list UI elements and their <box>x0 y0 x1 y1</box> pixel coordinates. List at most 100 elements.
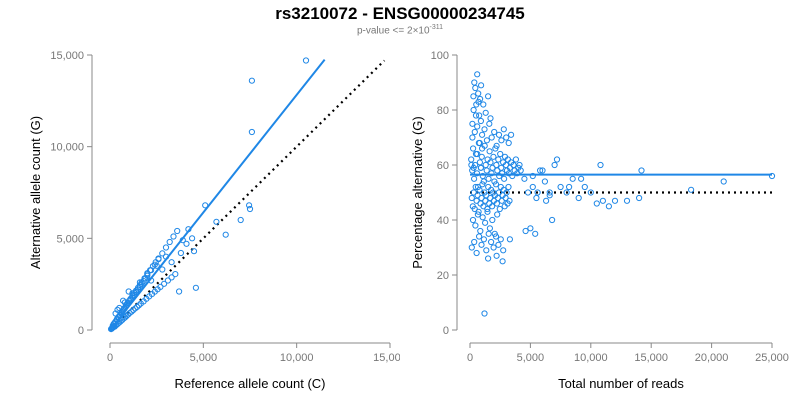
data-point <box>114 306 121 313</box>
data-point <box>174 227 181 235</box>
data-point <box>476 159 484 166</box>
data-point <box>720 178 727 185</box>
data-point <box>477 227 484 235</box>
data-point <box>482 109 489 116</box>
scatter-plot-percentage-alternative: 0 5,000 10,000 15,000 20,000 25,000 0 20 40 60 80 1… <box>410 50 789 391</box>
data-point <box>159 250 166 257</box>
x-tick-label: 0 <box>467 352 473 364</box>
data-point <box>476 112 483 119</box>
data-point <box>512 156 520 163</box>
data-point <box>546 192 553 199</box>
data-point <box>557 183 564 191</box>
data-point <box>183 240 190 247</box>
data-point <box>529 183 536 191</box>
x-tick-label: 15,000 <box>634 352 668 364</box>
data-point <box>534 189 541 196</box>
data-point <box>487 159 494 166</box>
subtitle-exponent: -311 <box>429 24 444 31</box>
data-point <box>524 189 532 196</box>
data-point <box>587 189 594 196</box>
data-point <box>503 189 510 196</box>
data-point <box>500 247 507 254</box>
data-point <box>483 137 491 144</box>
data-point <box>498 137 505 144</box>
data-point <box>481 126 488 133</box>
scatter-plot-allele-counts: 0 5,000 10,000 15,000 0 5,000 10,000 15,000 Refe… <box>28 50 400 391</box>
data-point <box>128 308 135 315</box>
x-tick-label: 0 <box>107 352 113 364</box>
data-point <box>483 247 490 254</box>
data-point <box>553 156 561 163</box>
data-point <box>551 161 558 169</box>
x-tick-label: 15,000 <box>373 352 400 364</box>
data-point <box>166 238 173 246</box>
data-point <box>495 131 503 138</box>
data-point <box>481 310 488 317</box>
data-point <box>470 106 477 114</box>
data-point <box>578 175 585 182</box>
data-point <box>501 175 508 182</box>
data-point <box>569 175 576 182</box>
data-point <box>508 131 515 138</box>
data-point <box>485 175 492 182</box>
y-tick-label: 5,000 <box>56 233 84 245</box>
data-point <box>485 230 492 237</box>
data-point <box>527 225 534 232</box>
data-point <box>543 197 550 204</box>
data-point <box>497 236 504 243</box>
data-point <box>121 299 129 306</box>
data-point <box>484 205 491 213</box>
data-point <box>213 218 220 225</box>
data-point <box>248 128 255 136</box>
data-point <box>144 272 151 279</box>
data-point <box>248 77 255 84</box>
reference-line <box>109 59 386 331</box>
y-tick-label: 60 <box>437 160 449 172</box>
data-point <box>109 324 116 331</box>
data-point <box>483 167 490 174</box>
data-point <box>506 236 514 243</box>
data-point <box>116 304 123 312</box>
data-point <box>636 194 643 202</box>
data-point <box>500 126 507 133</box>
data-point <box>480 236 488 243</box>
data-point <box>168 259 175 266</box>
data-point <box>162 244 170 251</box>
chart-title: rs3210072 - ENSG00000234745 <box>275 4 525 23</box>
data-point <box>575 194 582 202</box>
data-point <box>488 134 495 141</box>
data-point <box>246 205 254 213</box>
data-point <box>566 183 573 191</box>
data-point <box>474 150 481 158</box>
data-point <box>476 139 483 147</box>
data-point <box>495 241 502 248</box>
data-point <box>164 277 171 284</box>
data-point <box>539 167 546 174</box>
data-point <box>129 290 136 297</box>
data-point <box>470 145 477 152</box>
data-point <box>176 288 183 295</box>
y-tick-label: 0 <box>443 325 449 337</box>
data-point <box>470 164 477 171</box>
data-point <box>476 186 483 193</box>
data-point <box>477 95 484 103</box>
data-point <box>471 238 478 246</box>
data-point <box>155 256 162 263</box>
data-point <box>168 274 175 281</box>
data-point <box>134 303 141 310</box>
data-point <box>471 128 478 136</box>
data-point <box>509 172 516 180</box>
data-point <box>492 181 500 188</box>
data-point <box>503 134 510 141</box>
y-tick-label: 0 <box>78 325 84 337</box>
data-point <box>479 145 486 152</box>
data-point <box>471 79 478 86</box>
data-point <box>472 112 480 119</box>
data-point <box>144 270 151 277</box>
data-point <box>136 279 143 286</box>
data-point <box>492 233 500 240</box>
data-point <box>506 197 513 204</box>
data-point <box>521 175 528 182</box>
data-point <box>605 203 612 210</box>
